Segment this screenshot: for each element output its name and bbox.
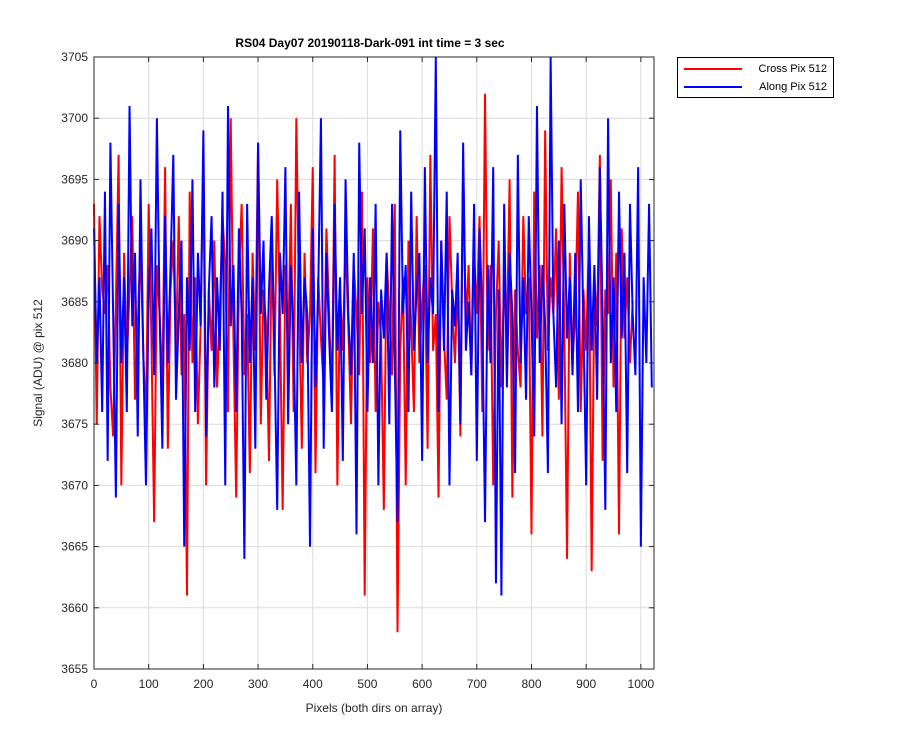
chart-title: RS04 Day07 20190118-Dark-091 int time = … [235, 36, 505, 50]
x-tick-label: 400 [303, 677, 323, 691]
x-tick-label: 700 [467, 677, 487, 691]
legend-label-cross: Cross Pix 512 [758, 63, 827, 75]
y-tick-label: 3690 [61, 234, 88, 248]
y-tick-label: 3660 [61, 601, 88, 615]
y-tick-label: 3705 [61, 50, 88, 64]
y-tick-label: 3675 [61, 417, 88, 431]
x-tick-label: 300 [248, 677, 268, 691]
legend-label-along: Along Pix 512 [759, 81, 827, 93]
y-tick-label: 3700 [61, 111, 88, 125]
y-tick-label: 3655 [61, 662, 88, 676]
legend-swatch-cross [684, 68, 742, 70]
x-tick-label: 100 [139, 677, 159, 691]
x-tick-label: 1000 [628, 677, 655, 691]
y-tick-label: 3695 [61, 172, 88, 186]
x-tick-label: 800 [521, 677, 541, 691]
x-axis-label: Pixels (both dirs on array) [306, 701, 443, 715]
chart-legend: Cross Pix 512 Along Pix 512 [677, 57, 834, 98]
y-axis-label: Signal (ADU) @ pix 512 [31, 299, 45, 427]
legend-entry-along: Along Pix 512 [678, 79, 833, 95]
y-axis-ticks: 3655 3660 3665 3670 3675 3680 3685 3690 3695 3700… [61, 50, 654, 676]
y-tick-label: 3685 [61, 295, 88, 309]
legend-entry-cross: Cross Pix 512 [678, 61, 833, 77]
legend-swatch-along [684, 86, 742, 88]
y-tick-label: 3665 [61, 540, 88, 554]
x-axis-ticks: 0 100 200 300 400 500 600 700 800 900 1000 [91, 57, 655, 691]
y-tick-label: 3680 [61, 356, 88, 370]
series-layer [93, 56, 653, 633]
x-tick-label: 0 [91, 677, 98, 691]
x-tick-label: 900 [576, 677, 596, 691]
series-line-along-pix-512 [93, 56, 653, 596]
x-tick-label: 600 [412, 677, 432, 691]
y-tick-label: 3670 [61, 478, 88, 492]
x-tick-label: 200 [193, 677, 213, 691]
x-tick-label: 500 [357, 677, 377, 691]
series-line-cross-pix-512 [93, 93, 634, 633]
